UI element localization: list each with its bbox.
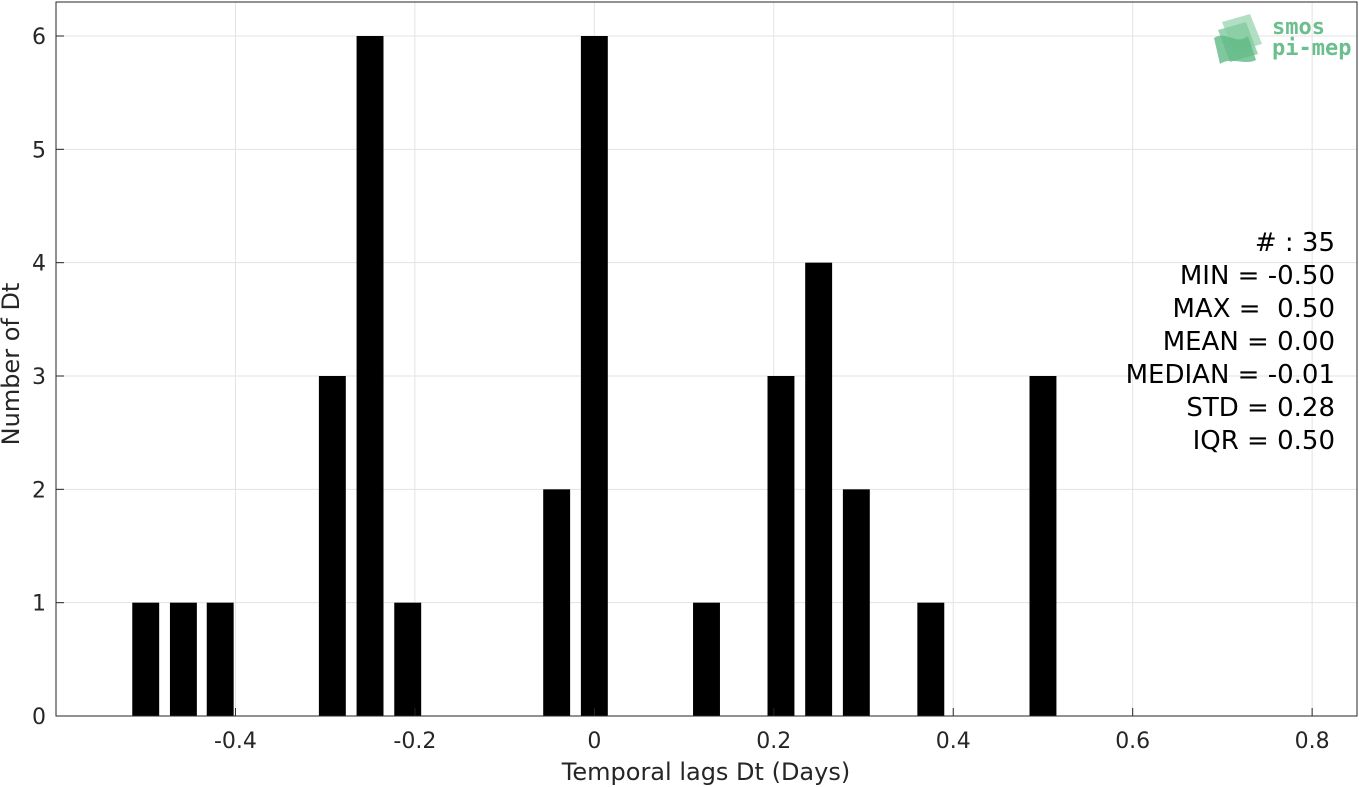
stats-line: MAX = 0.50 [1173,294,1336,324]
logo-waves-icon [1214,14,1262,64]
y-tick-label: 4 [32,252,46,277]
stats-line: MEAN = 0.00 [1163,327,1335,357]
bar [394,602,422,716]
x-axis-label: Temporal lags Dt (Days) [561,758,850,786]
bar [543,489,571,716]
y-axis-label: Number of Dt [0,283,25,446]
x-tick-label: 0.4 [936,729,971,754]
y-tick-label: 1 [32,592,46,617]
bar [132,602,160,716]
x-axis-ticks: -0.4 -0.2 0 0.2 0.4 0.6 0.8 [214,708,1330,754]
x-tick-label: 0.6 [1115,729,1150,754]
x-tick-label: 0.2 [756,729,791,754]
x-tick-label: -0.4 [214,729,257,754]
logo-text-smos: smos [1272,15,1325,40]
plot-frame [55,1,1358,717]
bar [206,602,234,716]
stats-line: MIN = -0.50 [1180,261,1335,291]
logo-text-pi-mep: pi-mep [1272,36,1351,61]
stats-line: IQR = 0.50 [1193,426,1335,456]
y-tick-label: 5 [32,138,46,163]
stats-line: MEDIAN = -0.01 [1126,360,1335,390]
y-axis-ticks: 0 1 2 3 4 5 6 [32,25,64,730]
y-tick-label: 0 [32,705,46,730]
bar [805,262,833,716]
bar [356,36,384,716]
bar [580,36,608,716]
y-tick-label: 6 [32,25,46,50]
smos-pi-mep-logo: smos pi-mep [1214,14,1351,64]
stats-line: STD = 0.28 [1186,393,1335,423]
bar [693,602,720,716]
bar [1029,376,1057,716]
y-tick-label: 2 [32,478,46,503]
x-tick-label: -0.2 [393,729,436,754]
x-tick-label: 0 [587,729,601,754]
bars [132,36,1057,716]
bar [767,376,795,716]
y-tick-label: 3 [32,365,46,390]
bar [917,602,945,716]
stats-line: # : 35 [1255,228,1335,258]
bar [169,602,197,716]
x-tick-label: 0.8 [1295,729,1330,754]
bar [842,489,870,716]
grid-lines [56,2,1357,717]
bar [318,376,346,716]
